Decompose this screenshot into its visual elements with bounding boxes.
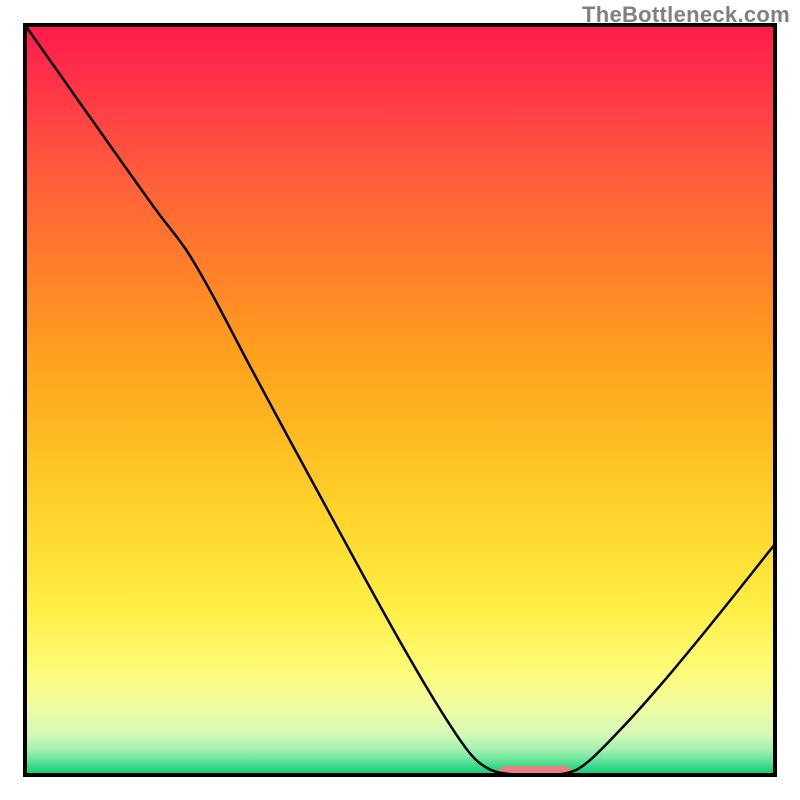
bottleneck-chart [0,0,800,800]
plot-background [25,25,775,775]
valley-marker [498,766,572,780]
